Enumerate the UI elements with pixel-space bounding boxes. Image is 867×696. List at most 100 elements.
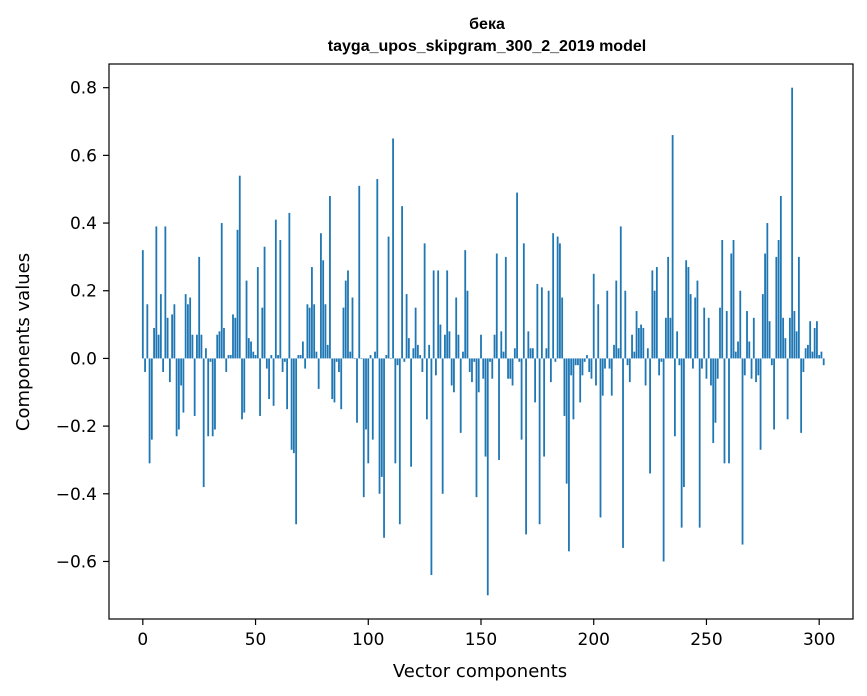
bar xyxy=(664,317,667,359)
bar xyxy=(822,358,825,366)
bar xyxy=(146,304,149,359)
bar xyxy=(315,351,318,359)
y-tick-label: 0.2 xyxy=(70,282,97,302)
bar xyxy=(340,358,343,410)
bar xyxy=(405,294,408,359)
bar xyxy=(171,314,174,359)
bar xyxy=(509,358,512,379)
bar xyxy=(649,358,651,474)
bar xyxy=(347,270,349,359)
bar xyxy=(374,351,376,359)
bar xyxy=(403,358,406,362)
bar xyxy=(333,358,336,403)
bar xyxy=(376,179,379,359)
bar xyxy=(797,256,800,359)
bar xyxy=(482,358,485,379)
bar xyxy=(712,358,715,444)
bar xyxy=(196,334,198,359)
bar xyxy=(414,307,417,359)
y-tick-label: 0.6 xyxy=(70,146,97,166)
bar xyxy=(464,250,467,359)
bar xyxy=(615,280,618,359)
bar xyxy=(547,290,550,359)
bar xyxy=(389,358,392,360)
bar xyxy=(225,358,228,372)
bar xyxy=(265,358,268,369)
bar xyxy=(732,239,735,359)
bar xyxy=(466,290,469,359)
bar xyxy=(788,317,791,359)
bar xyxy=(209,358,212,362)
bar xyxy=(786,358,789,420)
bar xyxy=(739,290,742,359)
bar xyxy=(725,311,728,359)
bar xyxy=(342,307,345,359)
bar xyxy=(568,358,570,552)
bar xyxy=(360,358,363,360)
x-tick-label: 100 xyxy=(352,630,384,650)
bar xyxy=(752,317,755,359)
bar xyxy=(779,195,782,359)
bar xyxy=(489,358,491,362)
bar xyxy=(818,355,821,359)
bar xyxy=(270,355,273,359)
bar xyxy=(308,307,311,359)
bar xyxy=(606,290,609,359)
bar xyxy=(743,358,746,376)
bar xyxy=(247,338,250,359)
bar xyxy=(811,351,814,359)
bar xyxy=(710,358,712,386)
bar xyxy=(446,270,449,359)
bar xyxy=(513,348,516,359)
bar xyxy=(453,358,455,393)
bar xyxy=(633,351,636,359)
bar xyxy=(581,358,584,376)
bar xyxy=(583,358,586,362)
bar xyxy=(187,304,189,359)
bar xyxy=(200,334,203,359)
bar xyxy=(383,358,385,538)
bar xyxy=(141,250,144,359)
bar xyxy=(504,256,507,359)
bar xyxy=(660,358,663,362)
bar xyxy=(536,283,539,359)
bar xyxy=(243,358,246,413)
bar xyxy=(484,358,487,457)
bar xyxy=(166,317,169,359)
bar xyxy=(162,358,165,372)
bar xyxy=(412,348,415,359)
bar xyxy=(313,304,316,359)
bar xyxy=(432,270,435,359)
bar xyxy=(306,304,309,359)
bar xyxy=(407,338,410,359)
bar xyxy=(768,321,771,359)
bar xyxy=(723,358,726,464)
bar xyxy=(338,358,340,372)
bar xyxy=(344,280,347,359)
bar xyxy=(694,297,697,359)
bar xyxy=(157,334,160,359)
bar xyxy=(353,358,356,360)
bar xyxy=(622,358,624,548)
bar xyxy=(518,358,521,362)
bar xyxy=(227,355,230,359)
y-tick-label: −0.4 xyxy=(56,485,97,505)
bar xyxy=(159,294,162,359)
bar xyxy=(250,341,252,359)
bar xyxy=(168,358,171,383)
bar xyxy=(279,239,282,359)
bar xyxy=(475,358,478,498)
y-tick-label: −0.2 xyxy=(56,417,97,437)
bar xyxy=(274,219,277,359)
bar xyxy=(301,341,304,359)
bar xyxy=(755,358,757,383)
bar xyxy=(369,355,372,359)
bar xyxy=(175,358,178,437)
bar xyxy=(554,358,557,362)
bar xyxy=(245,280,248,359)
bar xyxy=(714,358,717,423)
bar xyxy=(462,351,464,359)
bar xyxy=(448,331,451,359)
bar xyxy=(673,358,676,437)
